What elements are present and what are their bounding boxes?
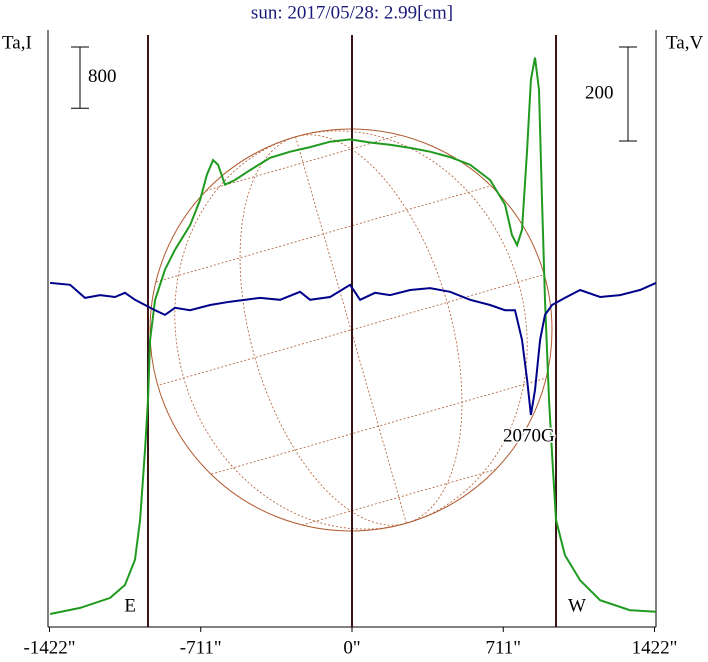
annotation: 2070G [503, 425, 555, 446]
limb-label: E [124, 595, 136, 616]
data-line [50, 281, 657, 416]
x-tick-label: 0" [343, 637, 360, 658]
parallel [205, 134, 401, 191]
x-tick-label: -711" [180, 637, 222, 658]
x-tick-label: 1422" [632, 637, 678, 658]
data-line [49, 57, 657, 615]
y2-axis-label: Ta,V [666, 32, 703, 53]
scale-label: 800 [88, 66, 117, 87]
y-axis-label: Ta,I [2, 32, 32, 53]
scale-label: 200 [585, 82, 614, 103]
parallel [211, 377, 546, 475]
parallel [301, 469, 497, 526]
x-tick-label: -1422" [23, 637, 75, 658]
limb-label: W [568, 595, 586, 616]
x-tick-label: 711" [485, 637, 521, 658]
chart-title: sun: 2017/05/28: 2.99[cm] [251, 2, 453, 23]
